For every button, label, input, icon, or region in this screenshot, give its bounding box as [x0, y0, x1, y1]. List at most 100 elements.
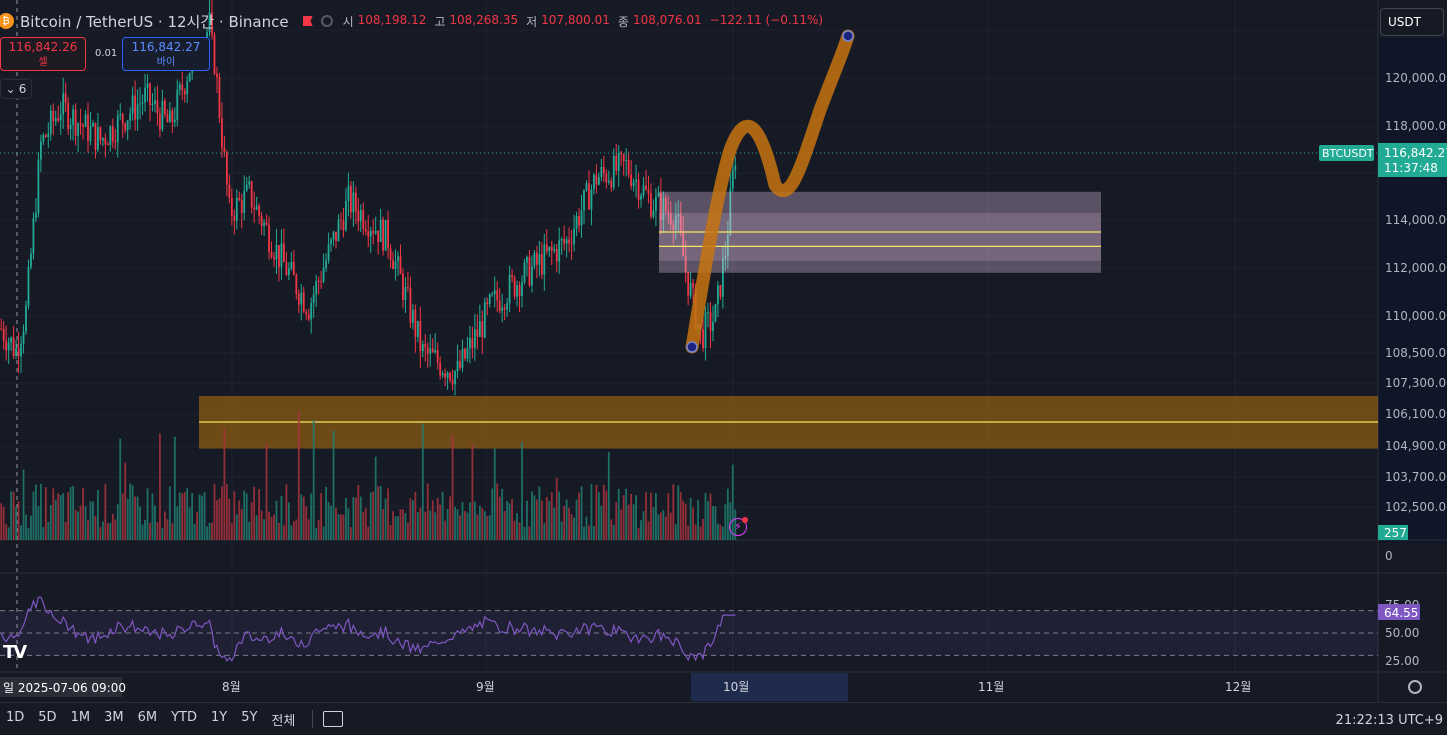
timeframe-all[interactable]: 전체 — [271, 713, 296, 729]
volume-tag-label: 257 — [1384, 526, 1407, 540]
volume-bar — [642, 511, 645, 540]
volume-bar — [345, 497, 347, 540]
candle-body — [620, 152, 623, 155]
timeframe-6m[interactable]: 6M — [137, 709, 158, 725]
candle-body — [186, 81, 189, 95]
candle-body — [669, 213, 672, 225]
candle-body — [548, 246, 551, 252]
candle-body — [25, 305, 27, 332]
symbol-tag-bg — [1319, 145, 1374, 161]
volume-bar — [578, 492, 580, 540]
timeframe-1d[interactable]: 1D — [6, 709, 25, 725]
volume-bar — [5, 524, 8, 540]
toolbar-divider — [312, 710, 314, 728]
volume-bar — [149, 523, 151, 540]
lightning-icon[interactable]: ⚡ — [729, 517, 748, 536]
month-label-5: 12월 — [1225, 680, 1251, 694]
candle-body — [610, 180, 613, 188]
candle-body — [493, 290, 496, 294]
volume-bar — [369, 492, 372, 540]
flag-icon[interactable] — [302, 16, 313, 26]
candle-body — [332, 231, 335, 240]
volume-bar — [731, 464, 734, 540]
date-range-icon[interactable] — [323, 711, 344, 727]
candle-body — [622, 154, 625, 162]
volume-bar — [476, 514, 479, 540]
candle-body — [89, 126, 92, 142]
volume-bar — [473, 501, 476, 540]
volume-bar — [682, 500, 685, 540]
candle-body — [712, 321, 714, 332]
tradingview-logo-icon[interactable]: TV — [3, 642, 27, 663]
volume-bar — [354, 497, 357, 540]
volume-bar — [669, 512, 672, 540]
volume-bar — [240, 508, 243, 540]
candle-body — [131, 95, 134, 114]
volume-bar — [151, 493, 154, 540]
candle-body — [667, 211, 670, 214]
timeframe-5y[interactable]: 5Y — [241, 709, 258, 725]
month-label-2: 9월 — [476, 680, 495, 694]
candle-body — [342, 220, 345, 231]
candle-body — [5, 340, 8, 351]
candle-body — [451, 380, 454, 385]
volume-bar — [225, 484, 228, 540]
timeframe-5d[interactable]: 5D — [38, 709, 57, 725]
volume-bar — [652, 507, 655, 540]
volume-bar — [111, 513, 114, 540]
volume-group — [0, 410, 737, 540]
gear-icon[interactable] — [1408, 680, 1422, 694]
volume-bar — [605, 490, 608, 540]
volume-bar — [330, 505, 332, 540]
candle-body — [32, 218, 35, 254]
candle-body — [151, 103, 154, 105]
price-tick-label: 112,000.00 — [1385, 261, 1447, 275]
price-tick-label: 102,500.00 — [1385, 500, 1447, 514]
candle-body — [464, 348, 466, 359]
volume-bar — [20, 525, 22, 540]
candle-body — [12, 337, 15, 357]
volume-bar — [2, 507, 5, 540]
timeframe-1y[interactable]: 1Y — [210, 709, 228, 725]
candle-body — [163, 100, 166, 115]
volume-bar — [506, 501, 509, 540]
volume-bar — [382, 509, 385, 540]
clock[interactable]: 21:22:13 UTC+9 — [1335, 713, 1443, 728]
candle-body — [483, 302, 486, 338]
candle-body — [565, 239, 568, 244]
candle-body — [416, 320, 419, 337]
timeframe-ytd[interactable]: YTD — [171, 709, 197, 725]
candle-body — [15, 348, 17, 357]
candle-body — [176, 89, 179, 120]
timeframe-3m[interactable]: 3M — [104, 709, 124, 725]
candle-body — [588, 183, 590, 210]
volume-bar — [37, 506, 40, 540]
candle-body — [372, 230, 375, 234]
candle-body — [300, 292, 303, 305]
candle-body — [273, 257, 275, 260]
volume-bar — [513, 520, 516, 540]
candle-body — [52, 110, 55, 122]
indicator-legend-toggle[interactable]: ⌄ 6 — [0, 79, 32, 99]
candle-body — [310, 302, 313, 320]
volume-bar — [221, 486, 223, 540]
volume-bar — [168, 486, 171, 540]
volume-bar — [523, 526, 526, 540]
buy-button[interactable]: 116,842.27 바이 — [122, 37, 210, 71]
volume-bar — [441, 491, 444, 540]
candle-body — [154, 100, 156, 104]
volume-bar — [607, 452, 610, 540]
price-chart[interactable]: 120,000.00 118,000.00 114,000.00 112,000.00… — [0, 0, 1447, 702]
sell-button[interactable]: 116,842.26 셀 — [0, 37, 86, 71]
candle-body — [159, 113, 161, 130]
volume-bar — [84, 506, 87, 540]
currency-select[interactable]: USDT — [1380, 8, 1444, 36]
volume-bar — [384, 498, 387, 540]
bottom-toolbar: 1D 5D 1M 3M 6M YTD 1Y 5Y 전체 21:22:13 UTC… — [0, 702, 1447, 735]
month-label-3: 10월 — [723, 680, 749, 694]
symbol-title[interactable]: Bitcoin / TetherUS · 12시간 · Binance — [20, 12, 289, 31]
volume-bar — [302, 496, 305, 540]
candle-body — [245, 184, 248, 191]
candle-body — [444, 373, 447, 378]
timeframe-1m[interactable]: 1M — [70, 709, 91, 725]
